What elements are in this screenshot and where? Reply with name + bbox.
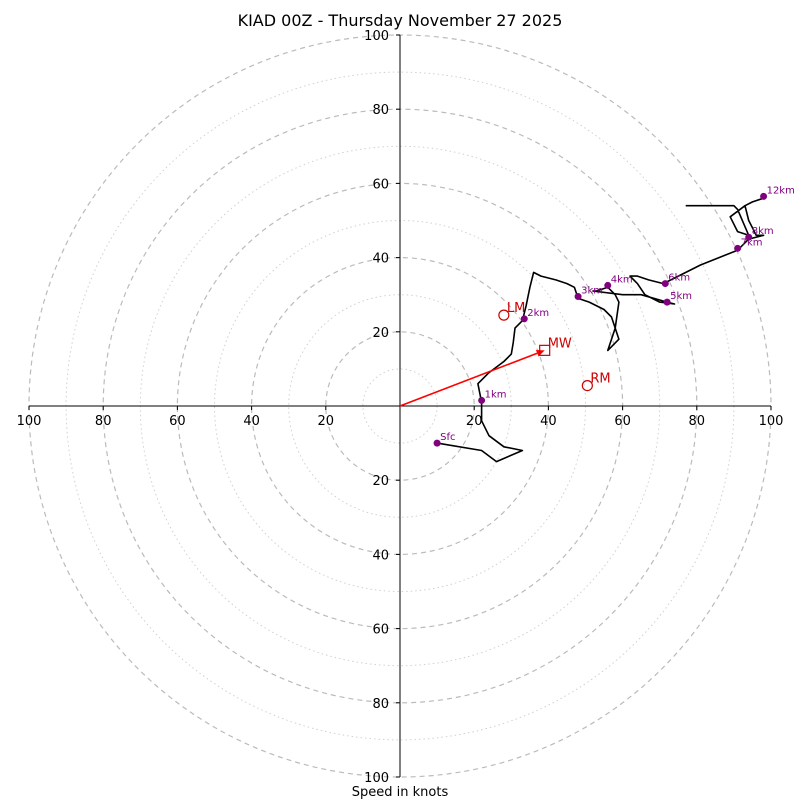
x-tick-label: 40: [243, 414, 260, 429]
x-tick-label: 100: [759, 414, 784, 429]
y-tick-label: 40: [372, 252, 389, 267]
height-marker-dot: [661, 280, 669, 288]
y-tick-label: 80: [372, 103, 389, 118]
height-marker-dot: [760, 192, 768, 200]
y-tick-label: 20: [372, 474, 389, 489]
storm-motion-marker: [498, 309, 510, 321]
y-tick-label: 80: [372, 697, 389, 712]
height-marker-label: 4km: [611, 274, 633, 285]
x-tick-label: 60: [169, 414, 186, 429]
height-marker-dot: [745, 233, 753, 241]
x-tick-label: 80: [95, 414, 112, 429]
height-marker-dot: [520, 315, 528, 323]
y-tick-label: 100: [364, 29, 389, 44]
tick-labels: 100 80 60 40 20 20 40 60 80 100 100 80 60 40 20 20 40 60 8…: [17, 29, 784, 786]
x-axis-label: Speed in knots: [352, 785, 449, 800]
storm-motion-label: MW: [548, 336, 572, 351]
y-tick-label: 60: [372, 177, 389, 192]
height-marker-dot: [478, 396, 486, 404]
height-marker-dot: [734, 244, 742, 252]
height-marker-label: 8km: [752, 226, 774, 237]
height-marker-dot: [433, 439, 441, 447]
height-marker-label: 5km: [670, 291, 692, 302]
x-tick-label: 100: [17, 414, 42, 429]
x-tick-label: 60: [614, 414, 631, 429]
height-marker-label: 12km: [767, 185, 795, 196]
hodograph-trace: [436, 197, 765, 463]
height-marker-label: 3km: [581, 286, 603, 297]
hodograph-trace-layer: [399, 197, 765, 463]
x-tick-label: 40: [540, 414, 557, 429]
height-marker-label: 6km: [668, 273, 690, 284]
x-tick-label: 20: [318, 414, 335, 429]
x-tick-label: 80: [689, 414, 706, 429]
storm-motion-marker: [539, 344, 551, 356]
y-tick-label: 40: [372, 548, 389, 563]
y-tick-label: 60: [372, 623, 389, 638]
chart-title: KIAD 00Z - Thursday November 27 2025: [238, 11, 563, 30]
y-tick-label: 20: [372, 326, 389, 341]
storm-motion-label: LM: [507, 301, 525, 316]
y-tick-label: 100: [364, 771, 389, 786]
height-marker-label: Sfc: [440, 432, 455, 443]
storm-motion-marker: [581, 379, 593, 392]
storm-motion-label: RM: [590, 372, 610, 387]
storm-motion-markers: LM RM MW: [498, 301, 611, 392]
height-marker-label: 7km: [741, 237, 763, 248]
height-marker-dot: [663, 298, 671, 306]
mean-wind-arrow-head: [535, 349, 545, 357]
x-tick-label: 20: [466, 414, 483, 429]
height-marker-dot: [574, 293, 582, 301]
height-marker-label: 1km: [485, 389, 507, 400]
height-marker-label: 2km: [527, 308, 549, 319]
mean-wind-arrow-shaft: [399, 352, 538, 407]
height-marker-dot: [604, 281, 612, 289]
